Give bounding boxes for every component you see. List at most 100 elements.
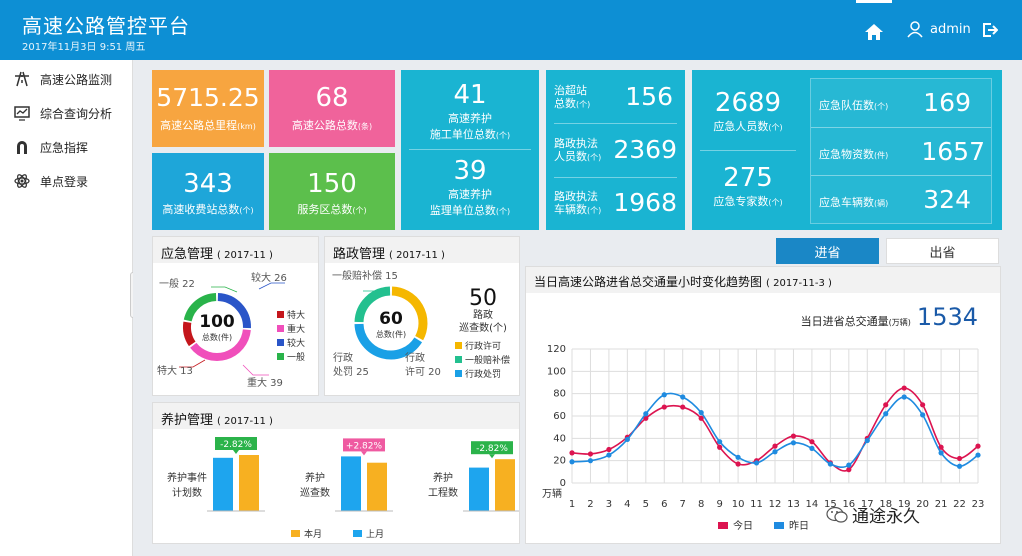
tab-label: 出省 xyxy=(929,245,956,261)
tile-service-areas[interactable]: 150 服务区总数(个) xyxy=(269,153,395,230)
watermark-text: 通途永久 xyxy=(852,507,920,527)
road-admin-donut-chart: 60 总数(件) 一般赔补偿 15 行政 处罚 25 行政 许可 20 50 路… xyxy=(332,269,510,380)
tile-emergency-materials[interactable]: 应急物资数(件) 1657 xyxy=(811,127,991,175)
bar-this-month[interactable] xyxy=(367,462,387,511)
data-point-今日[interactable] xyxy=(975,443,981,449)
data-point-昨日[interactable] xyxy=(735,454,741,460)
data-point-今日[interactable] xyxy=(846,467,852,473)
data-point-昨日[interactable] xyxy=(956,463,963,469)
data-point-今日[interactable] xyxy=(956,455,963,462)
data-point-今日[interactable] xyxy=(938,444,944,450)
donut-segment-特大[interactable] xyxy=(183,321,196,347)
logout-button[interactable] xyxy=(982,22,999,42)
data-point-今日[interactable] xyxy=(717,444,723,450)
data-point-昨日[interactable] xyxy=(846,462,852,468)
data-point-昨日[interactable] xyxy=(809,445,815,451)
data-point-今日[interactable] xyxy=(661,404,667,410)
data-point-昨日[interactable] xyxy=(864,437,870,444)
data-point-昨日[interactable] xyxy=(680,394,686,400)
data-point-今日[interactable] xyxy=(587,451,594,457)
tile-emergency-staff[interactable]: 2689 应急人员数(个) xyxy=(692,70,804,150)
tile-maintenance-supervision[interactable]: 39 高速养护 监理单位总数(个) xyxy=(401,150,539,230)
tile-law-staff[interactable]: 路政执法 人员数(个) 2369 xyxy=(546,124,685,176)
tile-unit: (个) xyxy=(576,100,591,109)
tile-value: 156 xyxy=(625,82,673,111)
data-point-今日[interactable] xyxy=(606,446,612,453)
bar-last-month[interactable] xyxy=(341,456,361,511)
data-point-今日[interactable] xyxy=(569,450,575,456)
user-menu[interactable]: admin xyxy=(906,20,971,38)
donut-segment-行政许可[interactable] xyxy=(391,286,428,341)
data-point-昨日[interactable] xyxy=(920,412,926,418)
bar-group-label: 养护 xyxy=(305,471,325,484)
data-point-今日[interactable] xyxy=(883,402,889,408)
sidebar-item-highway-monitor[interactable]: 高速公路监测 xyxy=(0,62,132,96)
tile-toll-stations[interactable]: 343 高速收费站总数(个) xyxy=(152,153,264,230)
data-point-昨日[interactable] xyxy=(587,458,594,464)
data-point-昨日[interactable] xyxy=(772,449,778,455)
sidebar: 高速公路监测 综合查询分析 应急指挥 单点登录 xyxy=(0,60,133,556)
bar-last-month[interactable] xyxy=(213,457,233,511)
data-point-今日[interactable] xyxy=(680,404,686,410)
sidebar-item-emergency-command[interactable]: 应急指挥 xyxy=(0,130,132,164)
data-point-今日[interactable] xyxy=(901,385,907,391)
donut-segment-行政处罚[interactable] xyxy=(354,323,423,360)
bar-this-month[interactable] xyxy=(239,455,259,511)
legend-label: 一般 xyxy=(287,351,305,363)
data-point-今日[interactable] xyxy=(698,415,704,421)
tile-total-mileage[interactable]: 5715.25 高速公路总里程(km) xyxy=(152,70,264,147)
sidebar-item-single-sign-on[interactable]: 单点登录 xyxy=(0,164,132,198)
donut-center-value: 60 xyxy=(379,309,403,329)
tile-emergency-teams[interactable]: 应急队伍数(个) 169 xyxy=(811,79,991,127)
sidebar-item-query-analysis[interactable]: 综合查询分析 xyxy=(0,96,132,130)
data-point-今日[interactable] xyxy=(790,433,797,439)
data-point-昨日[interactable] xyxy=(901,394,907,400)
tile-emergency-experts[interactable]: 275 应急专家数(个) xyxy=(692,150,804,230)
data-point-昨日[interactable] xyxy=(569,459,575,465)
app-title: 高速公路管控平台 xyxy=(22,14,190,38)
data-point-昨日[interactable] xyxy=(624,436,630,443)
bar-group-label: 巡查数 xyxy=(300,486,330,499)
data-point-昨日[interactable] xyxy=(661,392,667,398)
data-point-今日[interactable] xyxy=(809,439,815,445)
tile-emergency-group: 2689 应急人员数(个) 275 应急专家数(个) 应急队伍数(个) 169 … xyxy=(692,70,1002,230)
donut-segment-重大[interactable] xyxy=(190,329,251,361)
tile-law-vehicles[interactable]: 路政执法 车辆数(个) 1968 xyxy=(546,178,685,230)
data-point-今日[interactable] xyxy=(643,415,649,421)
data-point-昨日[interactable] xyxy=(938,450,944,456)
donut-segment-较大[interactable] xyxy=(217,293,251,329)
panel-period: ( 2017-11 ) xyxy=(389,250,445,261)
tile-label: 服务区总数 xyxy=(297,203,353,216)
tile-emergency-vehicles[interactable]: 应急车辆数(辆) 324 xyxy=(811,175,991,223)
data-point-昨日[interactable] xyxy=(753,460,760,466)
legend-label: 一般赔补偿 xyxy=(465,354,510,366)
data-point-昨日[interactable] xyxy=(717,439,723,445)
tile-maintenance-construction[interactable]: 41 高速养护 施工单位总数(个) xyxy=(409,70,531,150)
data-point-昨日[interactable] xyxy=(643,411,649,417)
tile-value: 1657 xyxy=(921,137,985,166)
tile-label: 治超站 xyxy=(554,84,587,97)
data-point-昨日[interactable] xyxy=(975,452,981,458)
donut-segment-一般[interactable] xyxy=(183,293,217,322)
data-point-昨日[interactable] xyxy=(606,452,612,458)
tab-outbound[interactable]: 出省 xyxy=(886,238,999,264)
emergency-panel: 应急管理( 2017-11 ) 100 总数(件) 一般 22 较大 26 特大… xyxy=(152,236,319,396)
bar-this-month[interactable] xyxy=(495,459,515,511)
home-button[interactable] xyxy=(856,0,892,60)
data-point-今日[interactable] xyxy=(772,443,778,449)
tile-unit: (个) xyxy=(239,206,254,215)
data-point-今日[interactable] xyxy=(735,461,741,467)
data-point-昨日[interactable] xyxy=(698,410,704,416)
tile-total-roads[interactable]: 68 高速公路总数(条) xyxy=(269,70,395,147)
data-point-今日[interactable] xyxy=(920,402,926,408)
data-point-昨日[interactable] xyxy=(883,411,889,417)
y-tick-label: 40 xyxy=(553,433,566,444)
donut-segment-一般赔补偿[interactable] xyxy=(354,286,391,323)
segment-label-permit-a: 行政 xyxy=(405,351,425,364)
data-point-昨日[interactable] xyxy=(790,440,797,446)
tile-label: 施工单位总数 xyxy=(429,128,496,141)
data-point-昨日[interactable] xyxy=(827,461,833,467)
bar-last-month[interactable] xyxy=(469,467,489,511)
tile-overload-stations[interactable]: 治超站 总数(个) 156 xyxy=(546,70,685,123)
tab-inbound[interactable]: 进省 xyxy=(776,238,879,264)
